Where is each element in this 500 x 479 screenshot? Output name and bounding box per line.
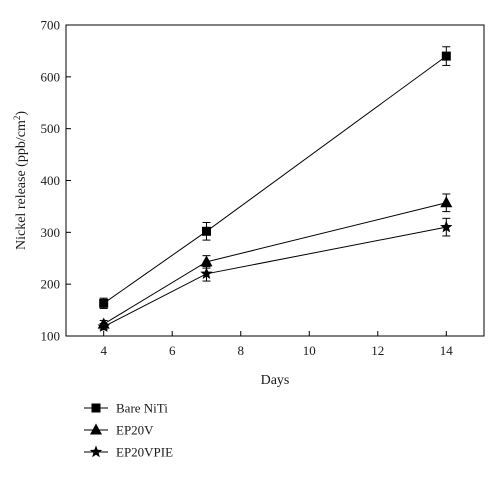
legend-item-ep20v: EP20V (84, 423, 154, 438)
legend-marker (91, 403, 101, 413)
y-tick-label: 200 (41, 277, 61, 292)
legend-marker (90, 423, 102, 435)
x-tick-label: 8 (237, 343, 244, 358)
series-line-ep20vpie (103, 226, 447, 328)
plot-border (65, 24, 485, 337)
y-axis-title-main: Nickel release (ppb/cm (14, 120, 29, 250)
data-point-bare-niti (99, 298, 109, 308)
data-point-bare-niti (441, 51, 451, 61)
x-axis-ticks: 4 6 8 10 12 14 (100, 331, 453, 358)
x-tick-label: 14 (440, 343, 454, 358)
y-tick-label: 600 (41, 69, 61, 84)
y-axis-ticks: 100 200 300 400 500 600 700 (41, 18, 71, 344)
legend-label: Bare NiTi (116, 401, 168, 416)
y-tick-label: 500 (41, 121, 61, 136)
legend-item-ep20vpie: EP20VPIE (84, 445, 173, 460)
data-point-ep20vpie (97, 320, 110, 332)
y-axis-title-superscript: 2 (12, 116, 22, 121)
y-axis-title-close: ) (14, 111, 29, 116)
x-tick-label: 4 (100, 343, 107, 358)
series-line-bare-niti (103, 55, 447, 304)
x-tick-label: 12 (371, 343, 384, 358)
legend-label: EP20VPIE (116, 445, 173, 460)
y-tick-label: 700 (41, 18, 61, 33)
legend-label: EP20V (116, 423, 154, 438)
data-point-ep20vpie (440, 220, 453, 233)
series-markers (97, 46, 453, 332)
plot-area (65, 24, 485, 337)
x-tick-label: 10 (303, 343, 316, 358)
y-tick-label: 100 (41, 329, 61, 344)
legend: Bare NiTi EP20V EP20VPIE (84, 401, 173, 460)
y-axis-title: Nickel release (ppb/cm2) (12, 111, 29, 250)
x-axis-title: Days (261, 373, 290, 388)
data-point-ep20v (200, 255, 213, 267)
legend-item-bare-niti: Bare NiTi (84, 401, 168, 416)
legend-marker (89, 445, 103, 458)
data-point-ep20v (440, 196, 453, 208)
series-lines (103, 55, 447, 328)
data-point-bare-niti (201, 226, 211, 236)
x-tick-label: 6 (169, 343, 176, 358)
data-point-ep20vpie (200, 267, 213, 280)
series-line-ep20v (103, 202, 447, 325)
y-tick-label: 400 (41, 173, 61, 188)
y-tick-label: 300 (41, 225, 61, 240)
